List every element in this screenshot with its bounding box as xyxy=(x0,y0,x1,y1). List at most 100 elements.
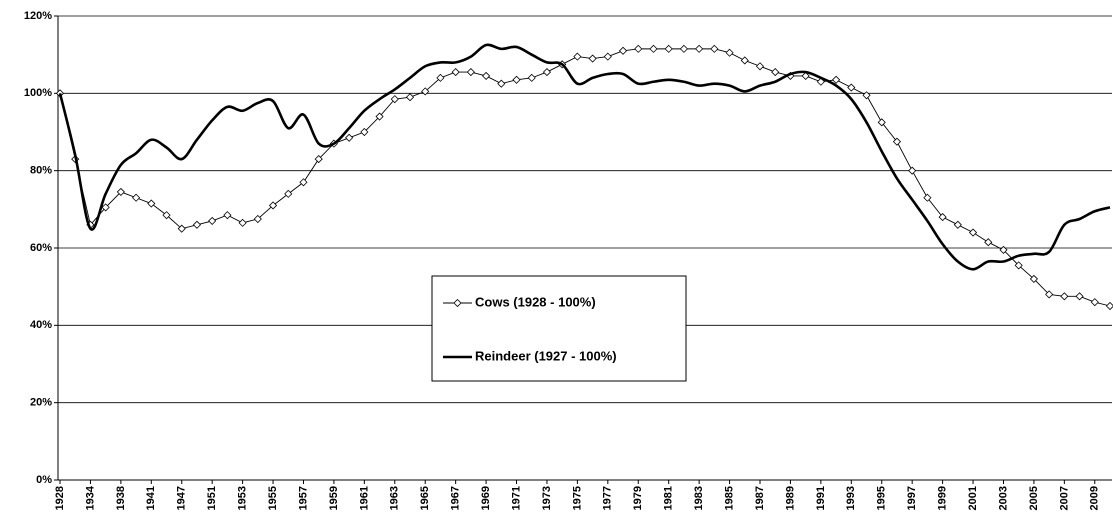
x-tick-label: 1967 xyxy=(450,486,462,510)
point-marker xyxy=(192,220,202,229)
x-tick-label: 1975 xyxy=(571,486,583,510)
point-marker xyxy=(877,118,886,127)
x-tick-label: 1959 xyxy=(328,486,340,510)
point-marker xyxy=(1060,292,1069,301)
point-marker xyxy=(360,127,369,137)
point-marker xyxy=(253,214,262,224)
point-marker xyxy=(695,44,704,53)
point-marker xyxy=(649,44,658,53)
x-tick-label: 1973 xyxy=(541,486,553,510)
x-tick-label: 1951 xyxy=(206,486,218,510)
point-marker xyxy=(268,201,278,210)
point-marker xyxy=(451,68,460,77)
x-tick-label: 1953 xyxy=(237,486,249,510)
point-marker xyxy=(938,213,947,222)
y-tick-label: 100% xyxy=(24,87,52,99)
point-marker xyxy=(801,71,810,80)
x-tick-label: 1969 xyxy=(480,486,492,510)
point-marker xyxy=(816,77,825,86)
point-marker xyxy=(892,137,902,146)
point-marker xyxy=(405,93,415,102)
point-marker xyxy=(512,75,521,84)
point-marker xyxy=(664,44,673,53)
legend-marker xyxy=(453,298,462,308)
point-marker xyxy=(482,71,491,80)
x-tick-label: 1971 xyxy=(510,486,522,510)
point-marker xyxy=(314,155,323,164)
point-marker xyxy=(710,44,719,53)
point-marker xyxy=(132,193,141,202)
point-marker xyxy=(908,166,917,175)
point-marker xyxy=(527,73,536,82)
y-tick-label: 120% xyxy=(24,10,52,22)
point-marker xyxy=(101,203,110,212)
legend-label: Reindeer (1927 - 100%) xyxy=(475,348,617,363)
point-marker xyxy=(1014,261,1023,270)
x-tick-label: 1983 xyxy=(693,486,705,510)
point-marker xyxy=(375,112,384,121)
point-marker xyxy=(390,95,399,104)
point-marker xyxy=(1029,274,1038,283)
point-marker xyxy=(466,68,475,77)
x-tick-label: 2009 xyxy=(1089,486,1101,510)
point-marker xyxy=(1075,292,1084,301)
point-marker xyxy=(740,56,749,65)
point-marker xyxy=(147,199,156,208)
x-tick-label: 1961 xyxy=(358,486,370,510)
x-tick-label: 1928 xyxy=(54,486,66,510)
x-tick-label: 1941 xyxy=(145,486,157,510)
point-marker xyxy=(999,245,1008,254)
point-marker xyxy=(755,62,765,71)
y-tick-label: 0% xyxy=(36,474,52,486)
x-tick-label: 2003 xyxy=(997,486,1009,510)
series-line xyxy=(58,43,1111,271)
point-marker xyxy=(1045,290,1054,299)
point-marker xyxy=(284,189,293,198)
point-marker xyxy=(573,52,582,61)
point-marker xyxy=(542,68,552,77)
x-tick-label: 1938 xyxy=(115,486,127,510)
point-marker xyxy=(299,178,308,187)
x-tick-label: 1987 xyxy=(754,486,766,510)
point-marker xyxy=(238,218,247,227)
x-tick-label: 1934 xyxy=(84,485,96,510)
x-tick-label: 1989 xyxy=(784,486,796,510)
point-marker xyxy=(862,91,871,100)
x-tick-label: 1991 xyxy=(815,486,827,510)
x-tick-label: 1963 xyxy=(389,486,401,510)
point-marker xyxy=(725,48,734,57)
point-marker xyxy=(634,44,643,53)
y-tick-label: 20% xyxy=(30,397,52,409)
point-marker xyxy=(984,238,993,247)
point-marker xyxy=(771,68,780,77)
x-tick-label: 1985 xyxy=(723,486,735,510)
legend xyxy=(431,275,687,382)
series-line xyxy=(59,48,1111,307)
point-marker xyxy=(679,44,688,53)
y-tick-label: 60% xyxy=(30,242,52,254)
point-marker xyxy=(497,79,506,88)
point-marker xyxy=(923,193,932,202)
x-tick-label: 1981 xyxy=(663,486,675,510)
point-marker xyxy=(208,216,217,225)
point-marker xyxy=(968,228,978,237)
point-marker xyxy=(588,54,597,63)
point-marker xyxy=(436,73,445,82)
x-tick-label: 2005 xyxy=(1028,486,1040,510)
point-marker xyxy=(1105,301,1113,311)
point-marker xyxy=(345,133,354,142)
point-marker xyxy=(421,87,430,96)
point-marker xyxy=(162,211,171,220)
y-tick-label: 40% xyxy=(30,319,52,331)
x-tick-label: 1957 xyxy=(297,486,309,510)
x-tick-label: 1977 xyxy=(602,486,614,510)
point-marker xyxy=(618,46,628,55)
point-marker xyxy=(832,75,841,84)
x-tick-label: 1993 xyxy=(845,486,857,510)
x-tick-label: 1965 xyxy=(419,486,431,510)
x-tick-label: 1955 xyxy=(267,486,279,510)
y-tick-label: 80% xyxy=(30,165,52,177)
x-tick-label: 1979 xyxy=(632,486,644,510)
point-marker xyxy=(223,211,232,220)
point-marker xyxy=(1090,298,1099,307)
